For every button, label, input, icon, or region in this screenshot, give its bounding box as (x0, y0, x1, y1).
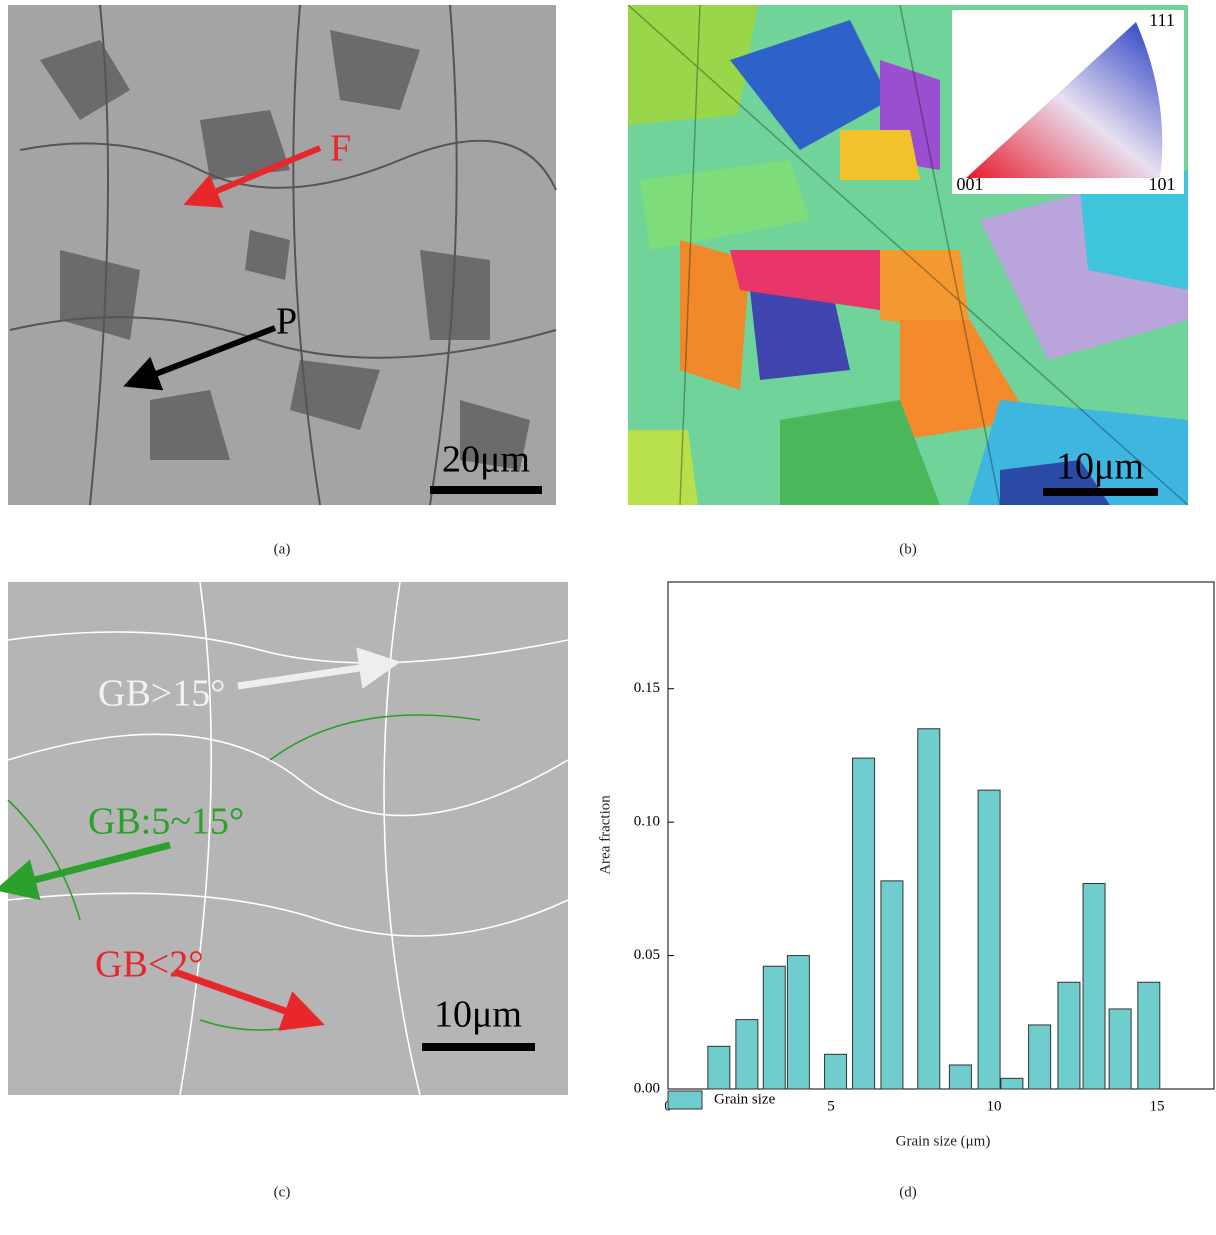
bar (852, 757, 876, 1090)
micrograph-b: 111 001 101 10μm (627, 4, 1189, 506)
bar (948, 1064, 972, 1090)
ipf-label: 101 (1149, 174, 1176, 194)
y-tick-label: 0.15 (634, 680, 660, 696)
bar (1000, 1077, 1024, 1090)
annotation: GB>15° (98, 673, 225, 715)
y-tick-label: 0.10 (634, 814, 660, 830)
scale-bar-label: 10μm (1056, 446, 1144, 488)
panel-label: (c) (274, 1184, 291, 1200)
bar (824, 1053, 848, 1090)
bar (1108, 1008, 1132, 1090)
ipf-label: 111 (1149, 10, 1175, 30)
legend-swatch (667, 1090, 703, 1110)
micrograph-a: F P 20μm (8, 4, 557, 506)
micrograph-c: GB>15° GB:5~15° GB<2° 10μm (0, 581, 569, 1096)
scale-bar (422, 1043, 535, 1051)
panel-label: (d) (899, 1184, 917, 1200)
y-tick-label: 0.00 (634, 1080, 660, 1096)
annotation: GB<2° (95, 944, 203, 986)
scale-bar (1043, 488, 1158, 496)
bar (1137, 981, 1161, 1090)
x-tick-label: 15 (1149, 1098, 1164, 1114)
bar (1057, 981, 1081, 1090)
scale-bar-label: 10μm (434, 994, 522, 1036)
bar (1082, 883, 1106, 1090)
panel-label: (b) (899, 541, 917, 557)
annotation: P (276, 301, 297, 343)
bar (977, 789, 1001, 1090)
scale-bar-label: 20μm (442, 439, 530, 481)
bar (707, 1045, 731, 1090)
legend-label: Grain size (714, 1091, 776, 1107)
bar (917, 728, 941, 1090)
annotation: GB:5~15° (88, 801, 244, 843)
y-tick-label: 0.05 (634, 947, 660, 963)
bar (880, 880, 904, 1090)
bar (762, 965, 786, 1090)
scale-bar (430, 486, 542, 494)
bar (735, 1019, 759, 1090)
panel-label: (a) (274, 541, 291, 557)
annotation: F (330, 128, 351, 170)
bar (786, 955, 810, 1090)
x-tick-label: 5 (827, 1098, 835, 1114)
plot-frame (667, 581, 1215, 1090)
x-tick-label: 10 (986, 1098, 1001, 1114)
ipf-label: 001 (957, 174, 984, 194)
bar (1028, 1024, 1052, 1090)
x-axis-label: Grain size (μm) (896, 1133, 991, 1149)
y-axis-label: Area fraction (597, 795, 613, 875)
